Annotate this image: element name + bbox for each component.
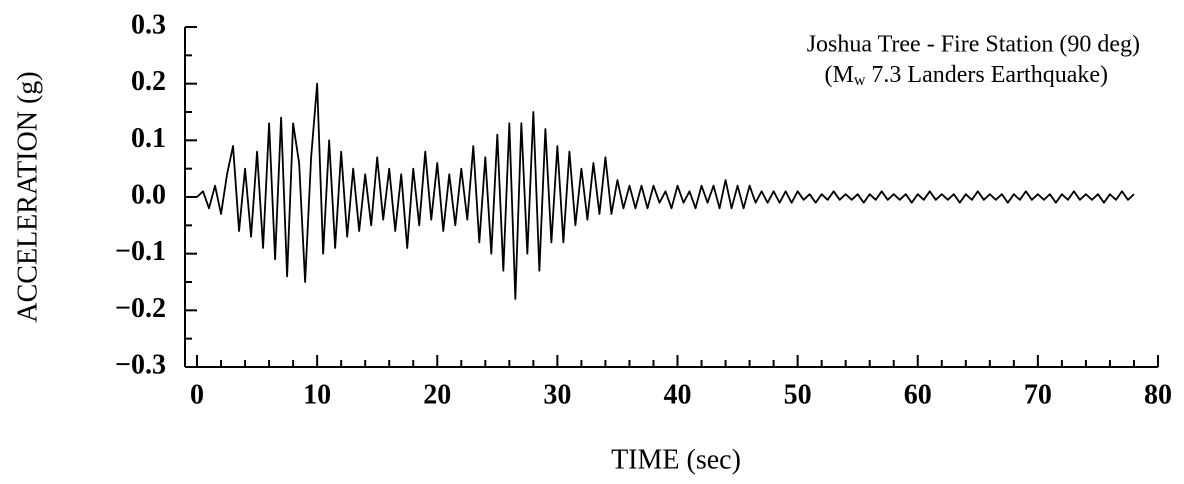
y-tick-label: 0.3: [131, 9, 166, 40]
annotation-part: (M: [825, 62, 854, 88]
x-tick-label: 0: [190, 379, 204, 410]
y-axis-label: ACCELERATION (g): [12, 71, 43, 322]
annotation-subscript: w: [854, 72, 866, 89]
x-tick-label: 50: [784, 379, 812, 410]
series-line: [196, 82, 1135, 300]
y-tick-label: −0.3: [115, 349, 166, 380]
x-tick-label: 80: [1144, 379, 1172, 410]
x-tick-label: 10: [303, 379, 331, 410]
x-tick-label: 70: [1024, 379, 1052, 410]
x-tick-label: 40: [664, 379, 692, 410]
y-tick-label: −0.1: [115, 236, 166, 267]
x-tick-label: 20: [423, 379, 451, 410]
annotation-part: 7.3 Landers Earthquake): [865, 62, 1108, 88]
x-axis-label: TIME (sec): [611, 444, 741, 475]
y-tick-label: 0.0: [131, 179, 166, 210]
annotation: Joshua Tree - Fire Station (90 deg): [807, 32, 1140, 58]
x-tick-label: 30: [543, 379, 571, 410]
y-tick-label: 0.1: [131, 123, 166, 154]
x-tick-label: 60: [904, 379, 932, 410]
annotation: (Mw 7.3 Landers Earthquake): [825, 62, 1108, 89]
y-tick-label: −0.2: [115, 293, 166, 324]
y-tick-label: 0.2: [131, 66, 166, 97]
